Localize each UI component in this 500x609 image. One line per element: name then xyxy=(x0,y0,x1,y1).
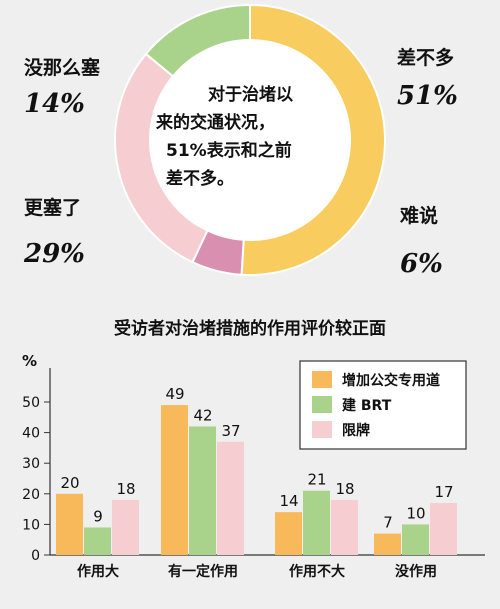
slice-label-same: 差不多 xyxy=(397,46,454,69)
donut-hole xyxy=(151,41,349,239)
bar xyxy=(430,502,457,555)
legend-swatch-brt xyxy=(312,396,332,413)
legend-swatch-bus-lane xyxy=(312,371,332,388)
donut-center-text: 对于治堵以 来的交通状况， 51%表示和之前 差不多。 xyxy=(155,84,293,189)
bar xyxy=(374,533,401,555)
center-text-line-3: 51%表示和之前 xyxy=(166,140,292,161)
y-tick-label: 10 xyxy=(22,517,40,533)
bar-value-label: 10 xyxy=(406,504,425,522)
legend-label-brt: 建 BRT xyxy=(342,397,392,414)
bar xyxy=(217,441,244,555)
bar xyxy=(275,512,302,555)
donut-chart xyxy=(114,3,386,276)
y-axis-label: % xyxy=(22,352,37,370)
bar xyxy=(161,405,188,555)
x-category-label: 作用不大 xyxy=(289,563,345,580)
y-tick-label: 20 xyxy=(22,487,40,503)
bar-value-label: 18 xyxy=(335,480,354,498)
bar xyxy=(84,527,111,555)
center-text-line-1: 对于治堵以 xyxy=(208,84,293,105)
bar-value-label: 14 xyxy=(279,492,298,510)
legend-label-plate-limit: 限牌 xyxy=(342,422,370,439)
bar-value-label: 17 xyxy=(434,483,453,501)
slice-value-same: 51% xyxy=(397,81,458,111)
slice-label-worse: 更塞了 xyxy=(24,196,81,219)
legend: 增加公交专用道 建 BRT 限牌 xyxy=(299,360,467,450)
donut-slice-0 xyxy=(240,3,386,276)
bar xyxy=(112,499,139,555)
slice-label-unsure: 难说 xyxy=(399,204,438,227)
bar-value-label: 21 xyxy=(307,471,326,489)
y-tick-label: 0 xyxy=(31,548,40,564)
bar xyxy=(303,490,330,555)
bar xyxy=(331,499,358,555)
y-tick-label: 30 xyxy=(22,456,40,472)
bar-value-label: 42 xyxy=(193,406,212,424)
legend-swatch-plate-limit xyxy=(312,421,332,438)
bar-value-label: 20 xyxy=(60,474,79,492)
x-category-label: 作用大 xyxy=(77,563,119,580)
bar xyxy=(189,426,216,555)
bar xyxy=(402,524,429,555)
donut-slice-3 xyxy=(144,3,251,78)
slice-label-less-jammed: 没那么塞 xyxy=(24,56,101,79)
y-tick-label: 50 xyxy=(22,395,40,411)
slice-value-less-jammed: 14% xyxy=(24,89,85,119)
x-category-label: 没作用 xyxy=(395,563,437,580)
bar-chart: 0 10 20 30 40 50 20 9 18 作用大 49 42 37 有一定作用 14 21 18 作用不大… xyxy=(22,368,485,580)
bar xyxy=(56,493,83,555)
bar-value-label: 7 xyxy=(383,514,393,532)
bar-value-label: 9 xyxy=(93,507,103,525)
bar-chart-title: 受访者对治堵措施的作用评价较正面 xyxy=(114,318,386,339)
center-text-line-4: 差不多。 xyxy=(166,168,234,189)
y-tick-label: 40 xyxy=(22,426,40,442)
center-text-line-2: 来的交通状况， xyxy=(155,112,275,133)
bar-value-label: 37 xyxy=(221,422,240,440)
legend-label-bus-lane: 增加公交专用道 xyxy=(342,372,440,389)
slice-value-unsure: 6% xyxy=(400,249,443,279)
bar-value-label: 18 xyxy=(116,480,135,498)
slice-value-worse: 29% xyxy=(23,239,85,269)
bar-value-label: 49 xyxy=(165,385,184,403)
x-category-label: 有一定作用 xyxy=(168,563,238,580)
